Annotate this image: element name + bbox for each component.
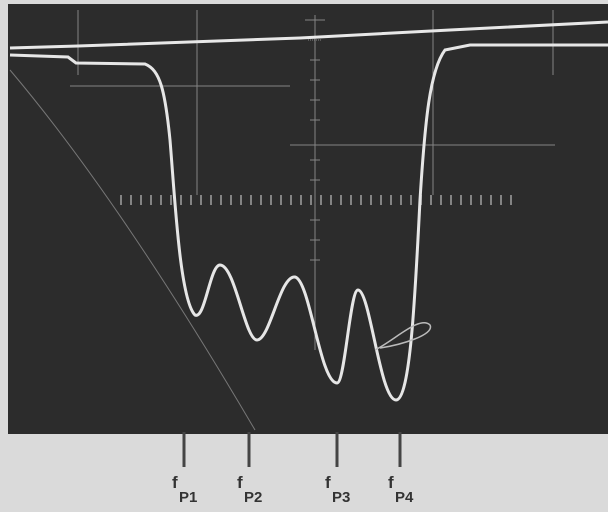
marker-symbol: f [325,473,331,492]
marker-subscript: P2 [244,489,262,506]
marker-symbol: f [237,473,243,492]
screen [8,4,608,434]
marker-symbol: f [388,473,394,492]
marker-subscript: P4 [395,489,414,506]
marker-symbol: f [172,473,178,492]
marker-subscript: P1 [179,489,197,506]
marker-subscript: P3 [332,489,350,506]
oscilloscope-figure: fP1fP2fP3fP4 [0,0,608,512]
page: fP1fP2fP3fP4 (() => { const data = JSON.… [0,0,608,512]
